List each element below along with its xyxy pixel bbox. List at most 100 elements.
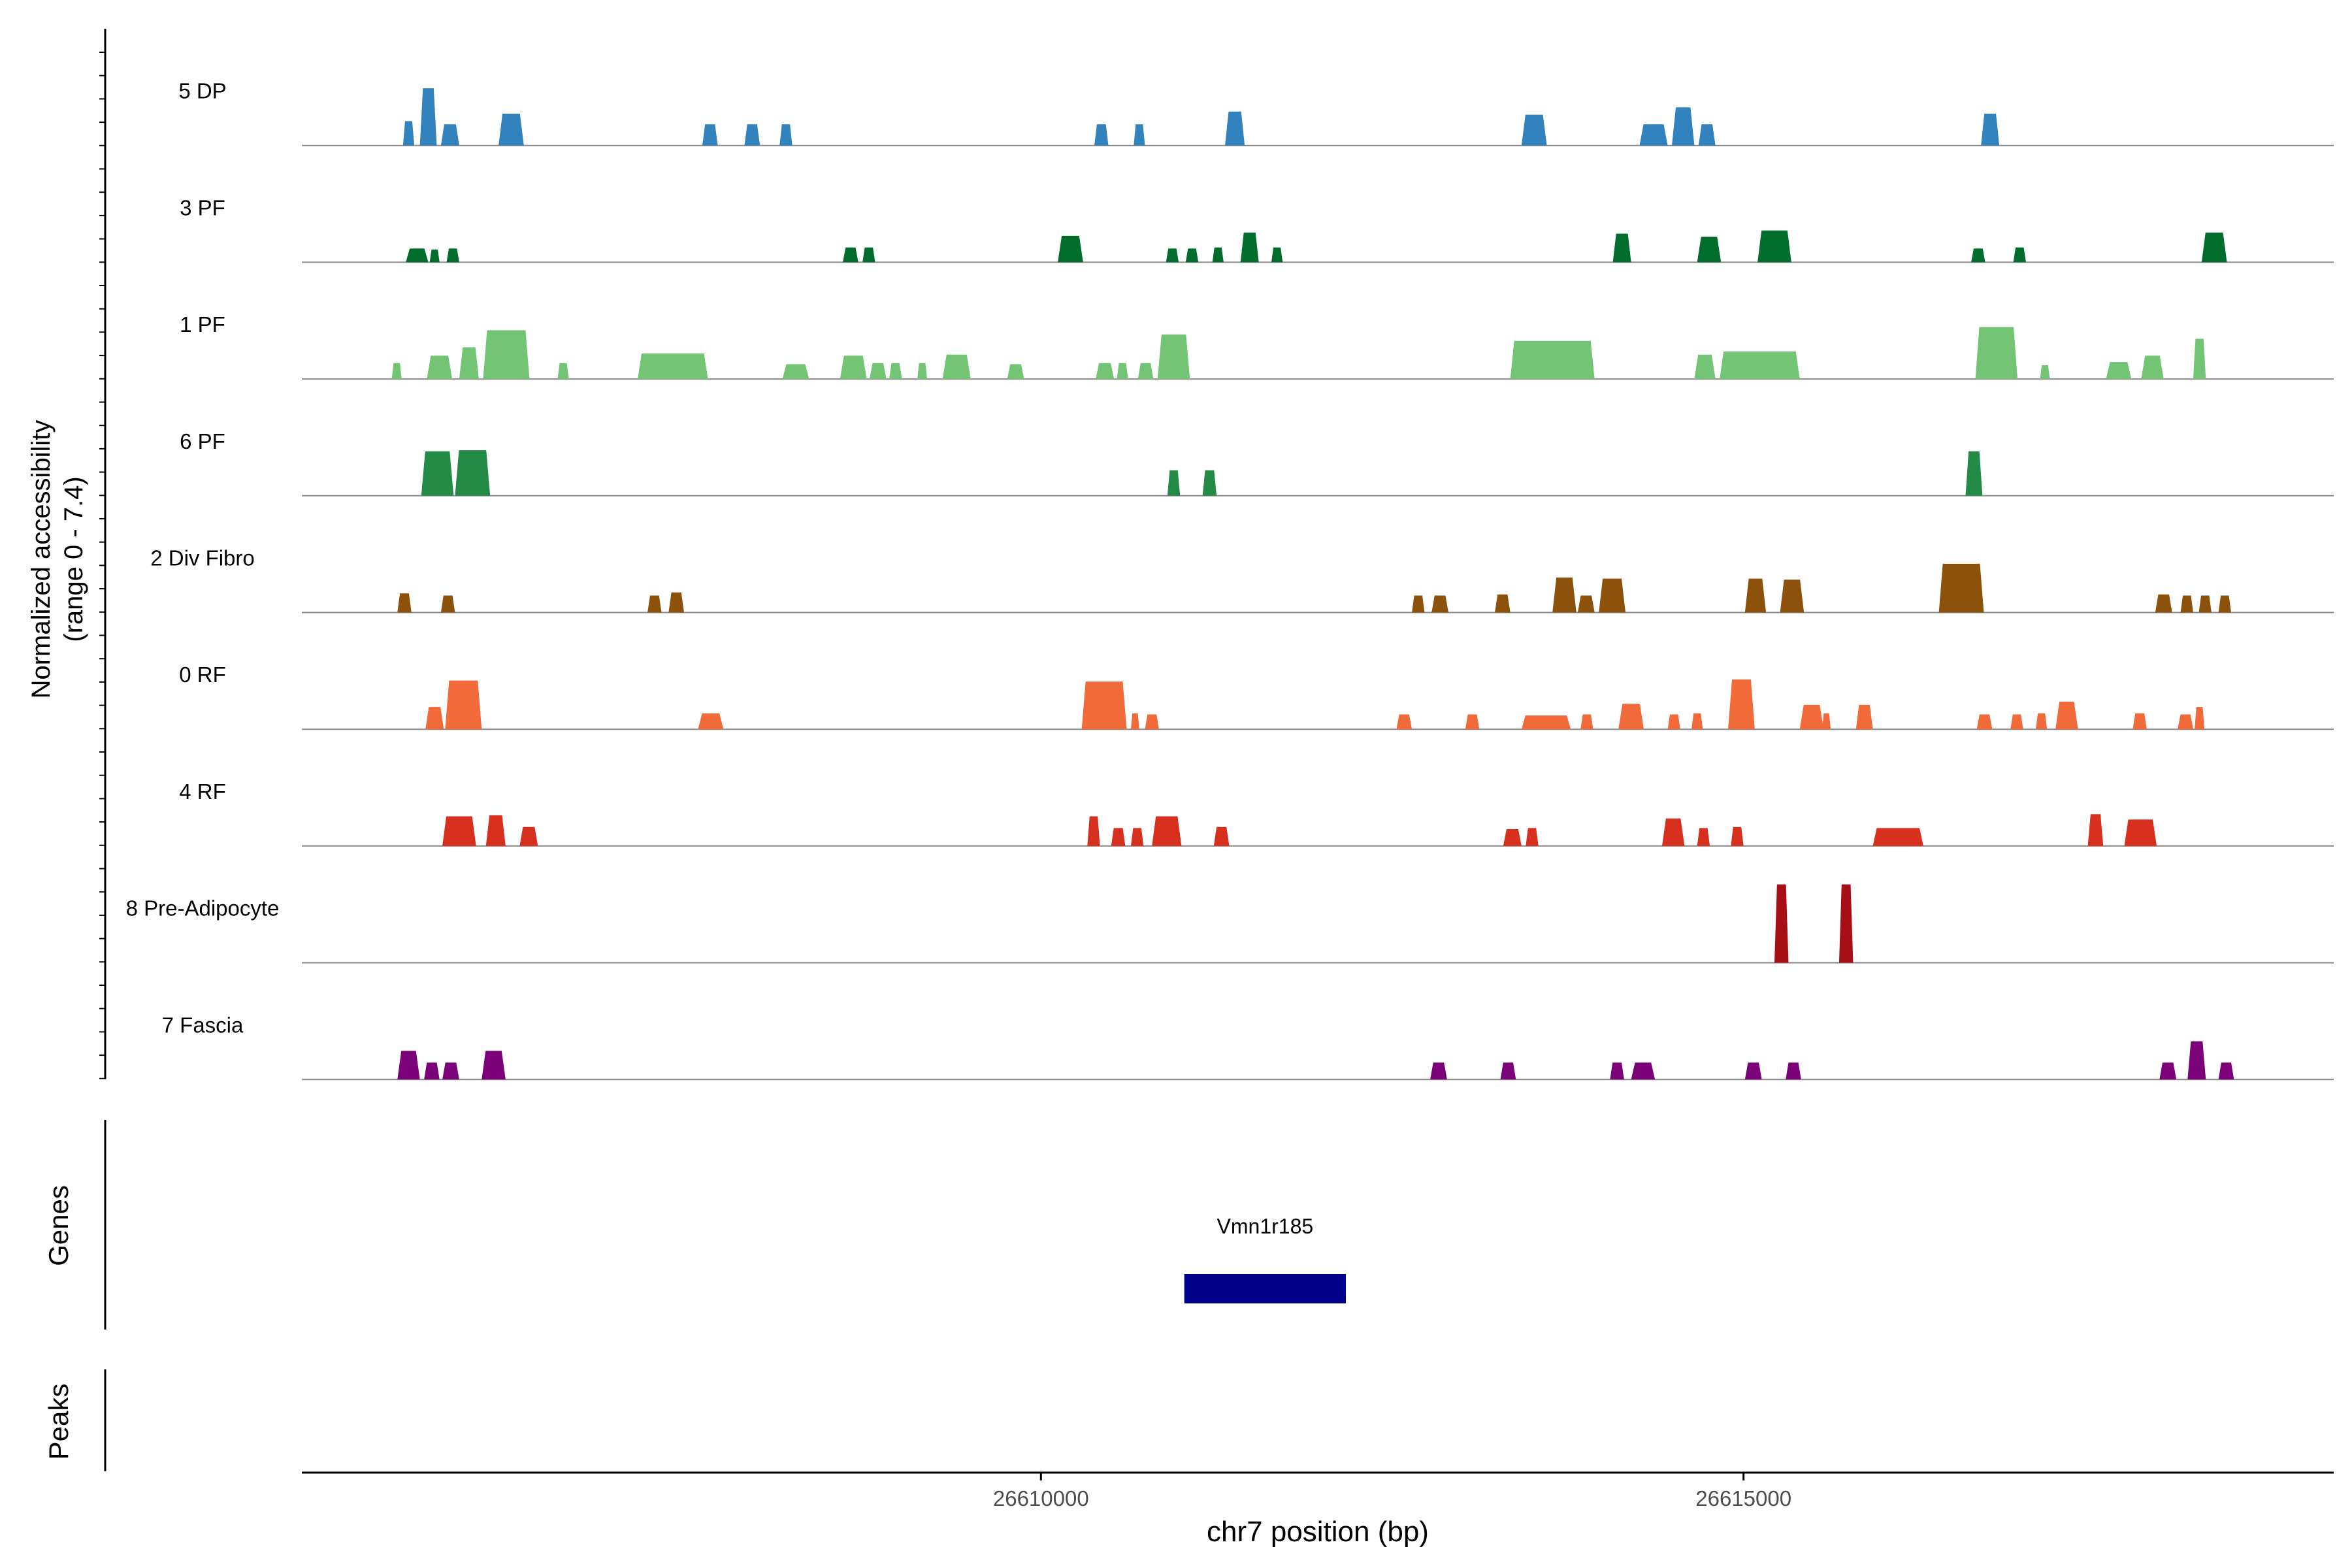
track-label: 6 PF xyxy=(180,429,225,453)
coverage-peak xyxy=(1786,1062,1801,1080)
coverage-peak xyxy=(1780,580,1805,613)
coverage-peak xyxy=(1152,816,1182,846)
track-label: 3 PF xyxy=(180,195,225,220)
coverage-peak xyxy=(2218,1062,2234,1080)
coverage-peak xyxy=(2193,338,2206,380)
track-label: 0 RF xyxy=(179,662,226,687)
coverage-peak xyxy=(1225,111,1245,146)
coverage-peak xyxy=(1975,327,2018,380)
coverage-peak xyxy=(1111,828,1126,846)
coverage-peak xyxy=(1971,248,1985,263)
coverage-peak xyxy=(2124,819,2157,846)
coverage-peak xyxy=(1094,124,1109,146)
coverage-peak xyxy=(482,1051,506,1080)
x-axis: 26610000 26615000 chr7 position (bp) xyxy=(302,1471,2334,1548)
track-8-pre-adipocyte: 8 Pre-Adipocyte xyxy=(126,884,2334,964)
coverage-peak xyxy=(638,353,708,380)
coverage-peak xyxy=(2087,814,2104,846)
coverage-peak xyxy=(519,826,538,846)
coverage-peak xyxy=(2159,1062,2177,1080)
coverage-peak xyxy=(1938,563,1984,613)
x-tick-label: 26615000 xyxy=(1695,1486,1791,1511)
coverage-y-ticks xyxy=(99,52,105,1079)
coverage-peak xyxy=(402,121,415,146)
coverage-peak xyxy=(1731,826,1744,846)
coverage-peak xyxy=(2106,362,2132,380)
coverage-peak xyxy=(1430,1062,1447,1080)
coverage-peak xyxy=(1167,470,1181,496)
coverage-peak xyxy=(1691,713,1703,730)
gene-label: Vmn1r185 xyxy=(1217,1215,1314,1238)
coverage-peak xyxy=(445,680,482,730)
coverage-peak xyxy=(1855,704,1873,730)
coverage-peak xyxy=(1081,681,1127,730)
coverage-tracks: 5 DP 3 PF 1 PF 6 PF 2 Div Fibro 0 RF 4 RF 8 Pre… xyxy=(126,79,2334,1081)
track-4-rf: 4 RF xyxy=(179,779,2334,847)
coverage-peak xyxy=(1087,816,1100,846)
coverage-peak xyxy=(1965,451,1983,496)
coverage-peak xyxy=(2201,232,2227,263)
coverage-peak xyxy=(1639,124,1668,146)
y-axis-title-line2: (range 0 - 7.4) xyxy=(59,476,88,642)
track-3-pf: 3 PF xyxy=(180,195,2334,263)
coverage-peak xyxy=(647,595,662,613)
coverage-peak xyxy=(1631,1062,1656,1080)
track-label: 8 Pre-Adipocyte xyxy=(126,896,280,921)
coverage-peak xyxy=(668,592,685,613)
coverage-peak xyxy=(1697,828,1710,846)
coverage-peak xyxy=(1500,1062,1516,1080)
coverage-peak xyxy=(1157,334,1190,380)
coverage-peak xyxy=(1431,595,1449,613)
track-label: 4 RF xyxy=(179,779,226,804)
coverage-peak xyxy=(698,713,724,730)
coverage-peak xyxy=(2055,702,2078,730)
x-axis-title: chr7 position (bp) xyxy=(1207,1516,1429,1548)
coverage-peak xyxy=(1145,714,1159,730)
x-axis-ticks: 26610000 26615000 xyxy=(993,1473,1791,1511)
coverage-peak xyxy=(1981,114,2000,146)
coverage-peak xyxy=(446,248,459,263)
coverage-peak xyxy=(1728,679,1755,730)
coverage-peak xyxy=(1521,114,1547,146)
coverage-peak xyxy=(1612,233,1631,263)
coverage-peak xyxy=(1503,828,1522,846)
coverage-peak xyxy=(1744,1062,1762,1080)
gene-body-vmn1r185[interactable] xyxy=(1184,1274,1347,1303)
coverage-peak xyxy=(2178,714,2193,730)
coverage-peak xyxy=(1577,595,1595,613)
coverage-peak xyxy=(2195,707,2205,730)
track-label: 5 DP xyxy=(178,79,226,103)
coverage-peak xyxy=(424,1062,440,1080)
coverage-peak xyxy=(421,451,454,496)
coverage-peak xyxy=(1213,826,1230,846)
coverage-peak xyxy=(2180,595,2193,613)
coverage-peak xyxy=(1510,340,1595,380)
coverage-panel: 5 DP 3 PF 1 PF 6 PF 2 Div Fibro 0 RF 4 RF 8 Pre… xyxy=(27,29,2334,1081)
coverage-peak xyxy=(406,248,429,263)
coverage-peak xyxy=(917,363,928,380)
track-6-pf: 6 PF xyxy=(180,429,2334,497)
track-label: 7 Fascia xyxy=(162,1013,244,1037)
coverage-peak xyxy=(485,815,506,846)
coverage-peak xyxy=(1494,594,1511,613)
coverage-peak xyxy=(1007,364,1024,380)
track-label: 2 Div Fibro xyxy=(150,546,255,570)
coverage-peak xyxy=(1412,595,1425,613)
coverage-peak xyxy=(2036,713,2048,730)
coverage-peak xyxy=(1271,247,1283,263)
coverage-peak xyxy=(1744,578,1767,613)
genes-panel: Genes Vmn1r185 xyxy=(43,1120,1347,1330)
peaks-panel: Peaks xyxy=(43,1369,106,1471)
coverage-peak xyxy=(1580,714,1593,730)
coverage-peak xyxy=(1096,363,1115,380)
coverage-peak xyxy=(1185,248,1199,263)
coverage-peak xyxy=(1212,247,1224,263)
coverage-peak xyxy=(942,354,971,380)
coverage-peak xyxy=(1610,1062,1624,1080)
coverage-peak xyxy=(442,816,476,846)
coverage-peak xyxy=(2198,595,2212,613)
y-axis-title-line1: Normalized accessibility xyxy=(27,420,56,699)
coverage-peak xyxy=(2132,713,2147,730)
coverage-peak xyxy=(1618,704,1644,730)
coverage-peak xyxy=(397,593,412,613)
